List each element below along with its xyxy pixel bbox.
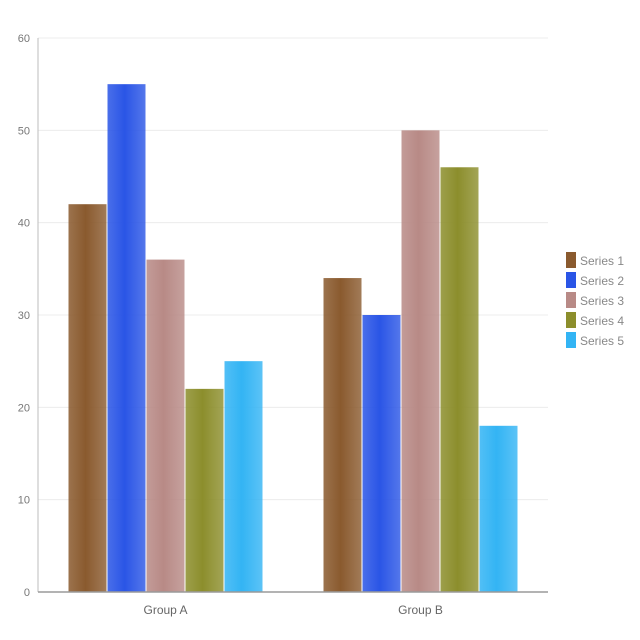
- axes: 0 10 20 30 40 50 60 Group A Group B: [18, 33, 548, 617]
- bar-series-4-group-b: [440, 167, 479, 592]
- y-tick-label: 60: [18, 33, 30, 45]
- bar-series-1-group-b: [323, 278, 362, 592]
- legend-swatch: [566, 272, 576, 288]
- x-category-label: Group A: [143, 603, 187, 617]
- legend-label: Series 1: [580, 254, 624, 268]
- bar-series-3-group-b: [401, 130, 440, 593]
- bar-series-4-group-a: [185, 388, 224, 592]
- y-tick-label: 10: [18, 495, 30, 507]
- x-category-label: Group B: [398, 603, 443, 617]
- y-tick-label: 0: [24, 587, 30, 599]
- y-tick-label: 20: [18, 402, 30, 414]
- y-tick-label: 50: [18, 125, 30, 137]
- legend-label: Series 4: [580, 314, 624, 328]
- bar-series-2-group-b: [362, 315, 401, 592]
- bar-series-5-group-b: [479, 425, 518, 592]
- bars: [68, 84, 518, 593]
- legend-swatch: [566, 252, 576, 268]
- bar-series-1-group-a: [68, 204, 107, 592]
- y-tick-label: 40: [18, 218, 30, 230]
- legend-label: Series 3: [580, 294, 624, 308]
- legend-swatch: [566, 332, 576, 348]
- bar-series-3-group-a: [146, 259, 185, 592]
- legend-swatch: [566, 312, 576, 328]
- y-tick-label: 30: [18, 310, 30, 322]
- bar-series-2-group-a: [107, 84, 146, 593]
- bar-series-5-group-a: [224, 361, 263, 592]
- legend-label: Series 5: [580, 334, 624, 348]
- legend: Series 1 Series 2 Series 3 Series 4 Series 5: [566, 252, 624, 348]
- legend-swatch: [566, 292, 576, 308]
- legend-label: Series 2: [580, 274, 624, 288]
